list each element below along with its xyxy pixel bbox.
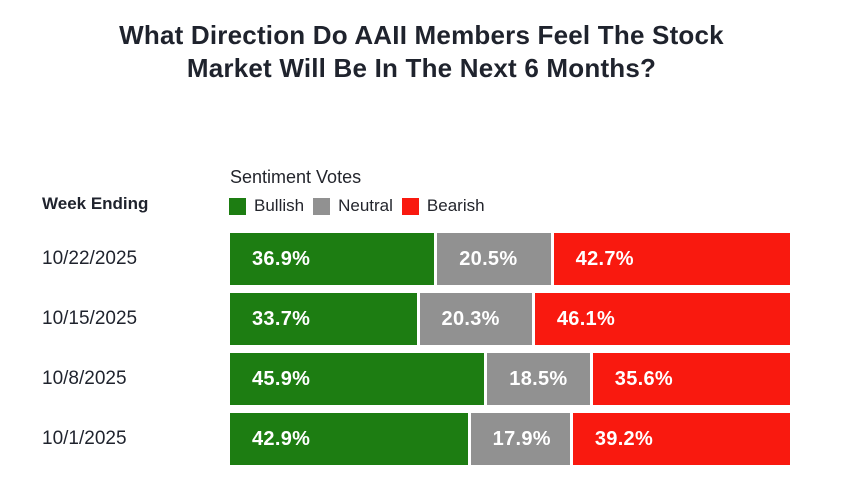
week-ending-label: 10/22/2025 <box>42 248 138 269</box>
bar-value-label: 35.6% <box>614 367 673 390</box>
legend-item-bearish: Bearish <box>401 196 485 216</box>
legend-item-bullish: Bullish <box>229 196 304 216</box>
bar-value-label: 33.7% <box>252 307 311 330</box>
page-title: What Direction Do AAII Members Feel The … <box>0 19 843 86</box>
bar-segment-bullish: 45.9% <box>230 353 485 405</box>
bar-value-label: 42.7% <box>575 247 634 270</box>
legend-title: Sentiment Votes <box>230 167 362 187</box>
bar-segment-bullish: 36.9% <box>230 233 435 285</box>
bar-segment-bearish: 39.2% <box>572 413 791 465</box>
bar-value-label: 45.9% <box>252 367 311 390</box>
bar-segment-neutral: 20.5% <box>437 233 551 285</box>
bar-segment-bearish: 35.6% <box>592 353 790 405</box>
week-ending-header: Week Ending <box>42 194 149 213</box>
table-row: 10/8/2025 45.9% 18.5% 35.6% <box>0 353 843 405</box>
bar-segment-bullish: 42.9% <box>230 413 468 465</box>
bar-segment-bullish: 33.7% <box>230 293 417 345</box>
week-ending-label: 10/1/2025 <box>42 428 127 449</box>
bullish-swatch-icon <box>229 197 246 215</box>
stacked-bar: 45.9% 18.5% 35.6% <box>230 353 790 405</box>
bar-value-label: 20.5% <box>459 247 518 270</box>
bar-value-label: 39.2% <box>594 427 654 450</box>
stacked-bar: 42.9% 17.9% 39.2% <box>230 413 791 465</box>
stacked-bar: 36.9% 20.5% 42.7% <box>230 233 790 285</box>
bar-segment-neutral: 18.5% <box>487 353 590 405</box>
bar-rows: 10/22/2025 36.9% 20.5% 42.7% 10/15/2025 33.7%… <box>0 233 843 473</box>
table-row: 10/15/2025 33.7% 20.3% 46.1% <box>0 293 843 345</box>
bar-segment-neutral: 20.3% <box>419 293 532 345</box>
week-ending-label: 10/15/2025 <box>42 308 138 329</box>
table-row: 10/1/2025 42.9% 17.9% 39.2% <box>0 413 843 465</box>
bar-value-label: 17.9% <box>492 427 551 450</box>
table-row: 10/22/2025 36.9% 20.5% 42.7% <box>0 233 843 285</box>
bar-value-label: 18.5% <box>509 367 568 390</box>
bar-value-label: 20.3% <box>441 307 500 330</box>
legend-label: Bearish <box>426 196 485 215</box>
bar-segment-bearish: 42.7% <box>553 233 790 285</box>
neutral-swatch-icon <box>313 197 331 215</box>
page-title-text: What Direction Do AAII Members Feel The … <box>119 20 724 84</box>
bar-segment-neutral: 17.9% <box>470 413 570 465</box>
stacked-bar: 33.7% 20.3% 46.1% <box>230 293 790 345</box>
bearish-swatch-icon <box>401 197 419 215</box>
bar-value-label: 36.9% <box>252 247 311 270</box>
legend-label: Neutral <box>338 196 393 215</box>
bar-value-label: 42.9% <box>252 427 311 450</box>
legend-item-neutral: Neutral <box>313 196 393 216</box>
week-ending-label: 10/8/2025 <box>42 368 127 389</box>
legend-label: Bullish <box>254 196 305 215</box>
bar-segment-bearish: 46.1% <box>534 293 790 345</box>
legend: Bullish Neutral Bearish <box>229 196 494 216</box>
bar-value-label: 46.1% <box>556 307 616 330</box>
